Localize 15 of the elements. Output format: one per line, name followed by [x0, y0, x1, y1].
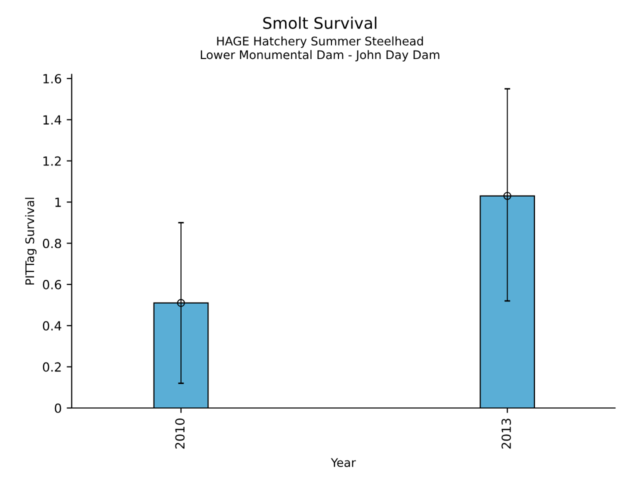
y-tick-label: 1.4 [43, 115, 62, 124]
x-tick-label: 2013 [502, 418, 511, 449]
x-axis-title: Year [330, 458, 356, 468]
x-tick-label: 2010 [175, 418, 185, 449]
y-tick-label: 0.2 [42, 362, 61, 372]
chart-subtitle: HAGE Hatchery Summer Steelhead Lower Monumental Dam - John Day Dam [200, 36, 440, 62]
y-tick-label: 1.6 [43, 74, 62, 84]
y-tick-label: 0 [54, 403, 62, 413]
y-tick-label: 0.6 [42, 280, 62, 290]
y-tick-label: 1.2 [43, 156, 61, 166]
y-tick-label: 0.8 [42, 238, 62, 248]
y-tick-label: 1 [55, 198, 61, 207]
chart-title: Smolt Survival [263, 16, 376, 30]
y-tick-label: 0.4 [42, 321, 62, 331]
y-axis-title: PITTag Survival [25, 198, 37, 285]
